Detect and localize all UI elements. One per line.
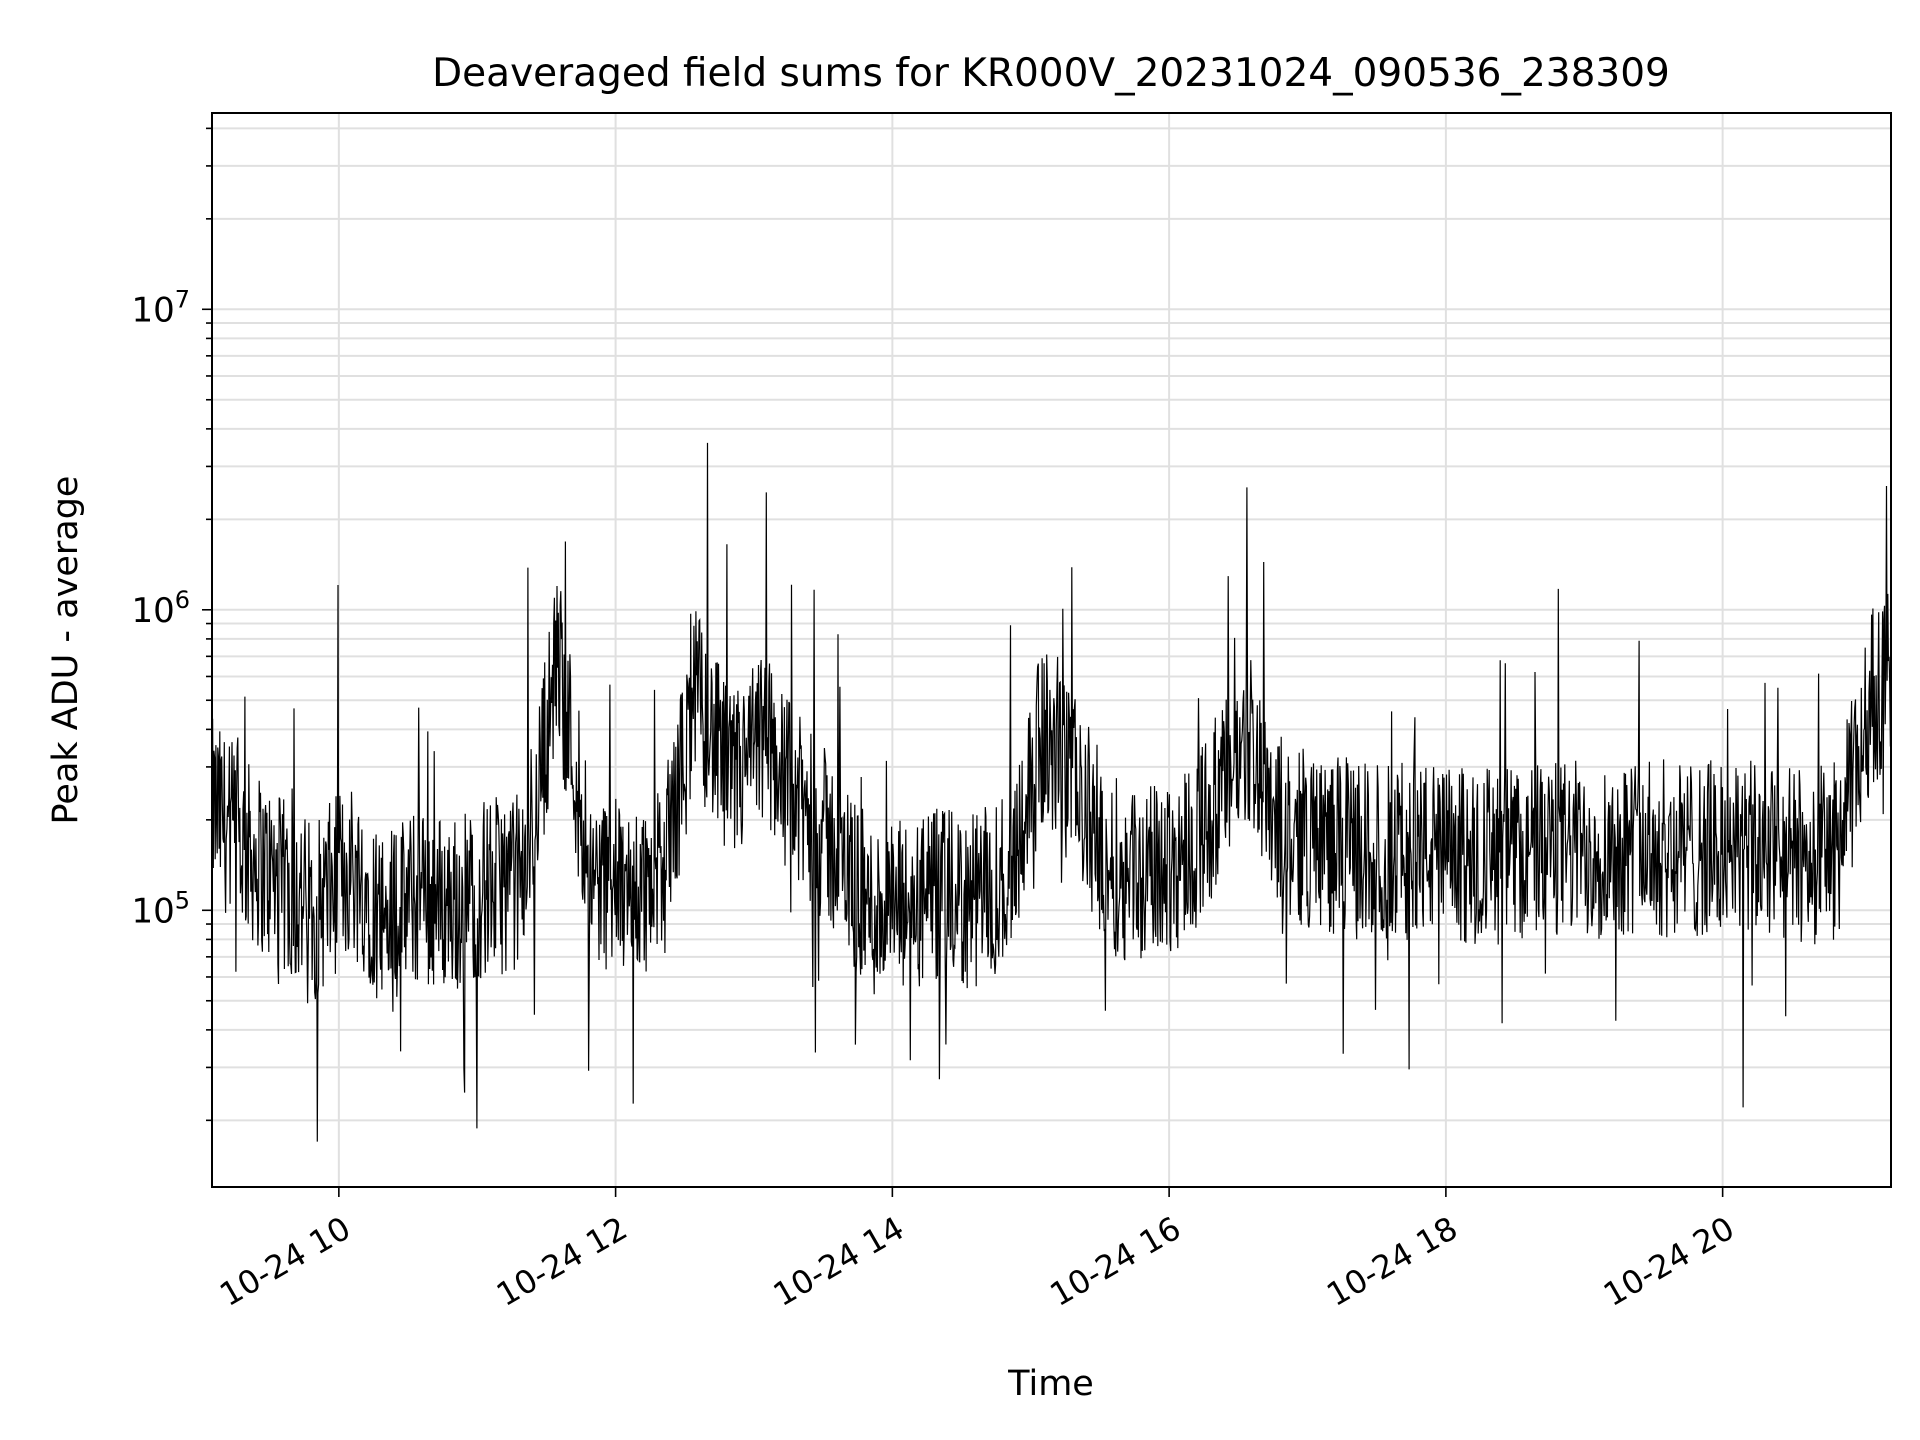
- x-tick-label: 10-24 14: [767, 1209, 911, 1314]
- x-axis-label: Time: [1007, 1364, 1094, 1404]
- plot-frame: [211, 112, 1892, 1188]
- x-tick-label: 10-24 12: [490, 1209, 634, 1314]
- series-line: [211, 442, 1892, 1142]
- x-tick-label: 10-24 16: [1044, 1209, 1188, 1314]
- x-tick-label: 10-24 10: [213, 1209, 357, 1314]
- grid: [212, 113, 1891, 1187]
- x-tick-label: 10-24 18: [1320, 1209, 1464, 1314]
- axes: 10-24 10 10-24 12 10-24 14 10-24 16 10-24 18…: [131, 127, 1741, 1314]
- y-tick-label: 107: [131, 285, 190, 330]
- series: [211, 442, 1892, 1142]
- x-tick-label: 10-24 20: [1597, 1209, 1741, 1314]
- y-tick-label: 105: [131, 886, 190, 931]
- chart-title: Deaveraged field sums for KR000V_2023102…: [432, 51, 1670, 96]
- y-axis-label: Peak ADU - average: [46, 476, 86, 825]
- y-tick-label: 106: [131, 586, 190, 631]
